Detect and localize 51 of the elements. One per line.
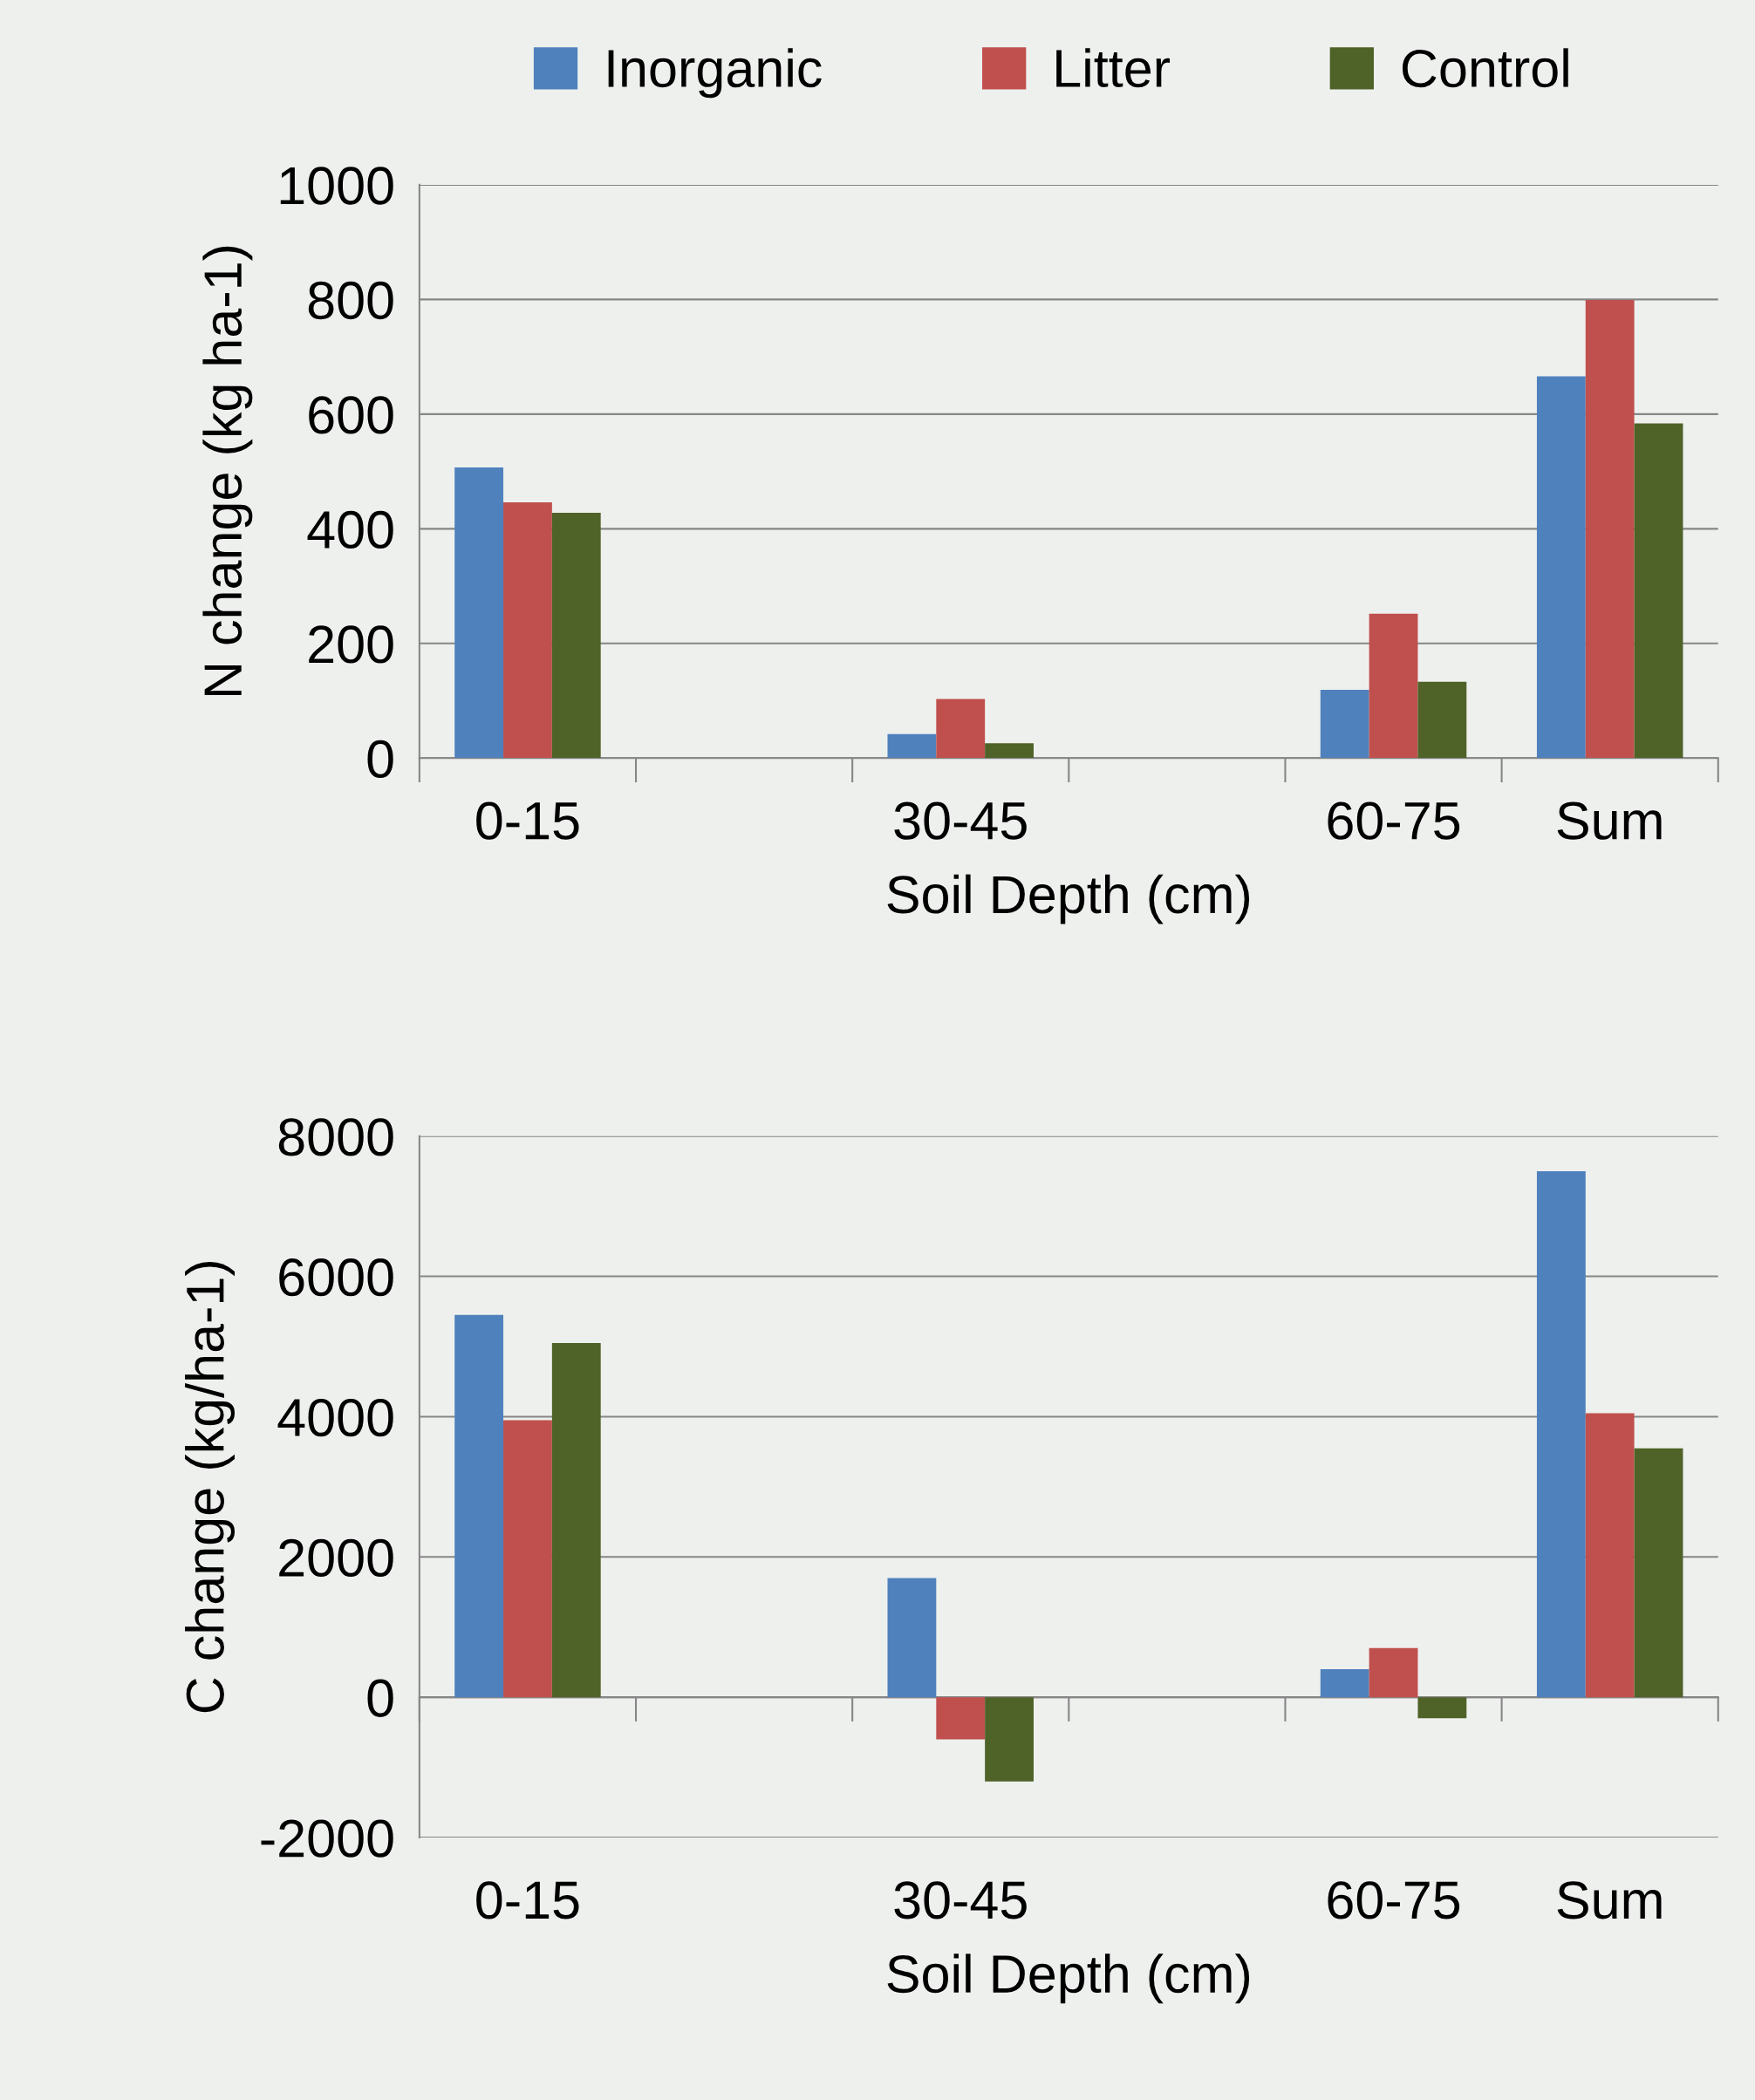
y-tick-label: 2000: [279, 1538, 393, 1578]
bar: [503, 502, 552, 759]
y-tick-label: -2000: [261, 1819, 393, 1858]
bar: [1417, 1697, 1467, 1719]
y-tick-label: 0: [367, 1679, 393, 1717]
x-axis-title: Soil Depth (cm): [887, 874, 1250, 924]
bar: [1634, 423, 1683, 759]
bar: [985, 743, 1034, 759]
y-tick-label: 800: [308, 281, 393, 320]
y-tick-label: 0: [367, 740, 393, 779]
bar: [936, 699, 986, 759]
x-axis-title: Soil Depth (cm): [887, 1953, 1250, 2004]
legend-label: Litter: [1056, 48, 1171, 88]
x-tick-label: Sum: [1557, 801, 1662, 840]
bar: [1634, 1448, 1683, 1698]
x-tick-label: 30-45: [894, 1881, 1027, 1919]
x-tick-label: 0-15: [476, 1881, 579, 1919]
bar: [1585, 1413, 1635, 1698]
y-tick-label: 4000: [277, 1398, 393, 1437]
x-tick-label: 60-75: [1328, 801, 1460, 840]
y-tick-label: 8000: [278, 1118, 393, 1156]
bar: [454, 1314, 504, 1698]
bar: [1369, 613, 1418, 759]
y-axis-title: C change (kg/ha-1): [185, 1262, 236, 1713]
bar: [551, 512, 601, 759]
bar: [936, 1697, 986, 1740]
bar: [551, 1342, 601, 1698]
x-tick-label: Sum: [1557, 1881, 1662, 1919]
x-tick-label: 60-75: [1328, 1881, 1460, 1919]
bar: [1417, 681, 1467, 759]
y-axis-title: N change (kg ha-1): [202, 246, 253, 696]
bar: [887, 1578, 937, 1698]
legend-label: Control: [1402, 48, 1568, 88]
bar: [1320, 690, 1369, 759]
bar: [1585, 300, 1635, 759]
bar: [1320, 1668, 1369, 1698]
bar: [1536, 1170, 1586, 1698]
y-tick-label: 6000: [279, 1258, 393, 1297]
bar: [454, 467, 504, 759]
y-tick-label: 200: [309, 625, 393, 664]
y-tick-label: 600: [309, 396, 393, 434]
bar: [503, 1420, 552, 1698]
bar: [887, 733, 937, 759]
legend-label: Inorganic: [608, 48, 822, 99]
x-tick-label: 30-45: [894, 801, 1027, 840]
y-tick-label: 400: [307, 510, 393, 549]
bar: [1369, 1647, 1418, 1698]
bar: [1536, 376, 1586, 759]
bar: [985, 1697, 1034, 1782]
x-tick-label: 0-15: [476, 801, 579, 840]
y-tick-label: 1000: [280, 167, 393, 205]
